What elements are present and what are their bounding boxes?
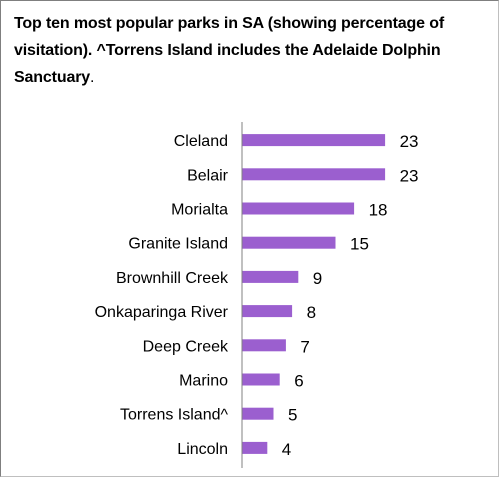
- bar: [242, 407, 274, 420]
- bar: [242, 168, 386, 181]
- data-label: 9: [313, 269, 322, 288]
- data-label: 4: [282, 440, 291, 459]
- chart-title-period: .: [90, 69, 95, 86]
- bar: [242, 373, 280, 386]
- category-label: Onkaparinga River: [95, 304, 229, 321]
- bar: [242, 270, 299, 283]
- data-label: 5: [288, 406, 297, 425]
- data-label: 15: [350, 235, 369, 254]
- data-label: 7: [300, 337, 309, 356]
- bar: [242, 134, 386, 147]
- chart-title-text: Top ten most popular parks in SA (showin…: [14, 15, 445, 86]
- bar: [242, 202, 355, 215]
- bar: [242, 305, 293, 318]
- category-label: Deep Creek: [143, 338, 229, 355]
- category-label: Marino: [179, 373, 228, 390]
- data-label: 8: [307, 303, 316, 322]
- data-label: 18: [369, 201, 388, 220]
- bar: [242, 441, 268, 454]
- category-label: Granite Island: [128, 236, 228, 253]
- category-label: Brownhill Creek: [116, 270, 229, 287]
- bar: [242, 339, 286, 352]
- category-label: Lincoln: [177, 441, 228, 458]
- data-label: 23: [400, 166, 419, 185]
- category-label: Belair: [187, 167, 229, 184]
- chart-title: Top ten most popular parks in SA (showin…: [14, 10, 494, 91]
- category-label: Torrens Island^: [120, 407, 228, 424]
- bar: [242, 236, 336, 249]
- data-label: 23: [400, 132, 419, 151]
- category-label: Cleland: [174, 133, 228, 150]
- data-label: 6: [294, 372, 303, 391]
- category-label: Morialta: [171, 202, 228, 219]
